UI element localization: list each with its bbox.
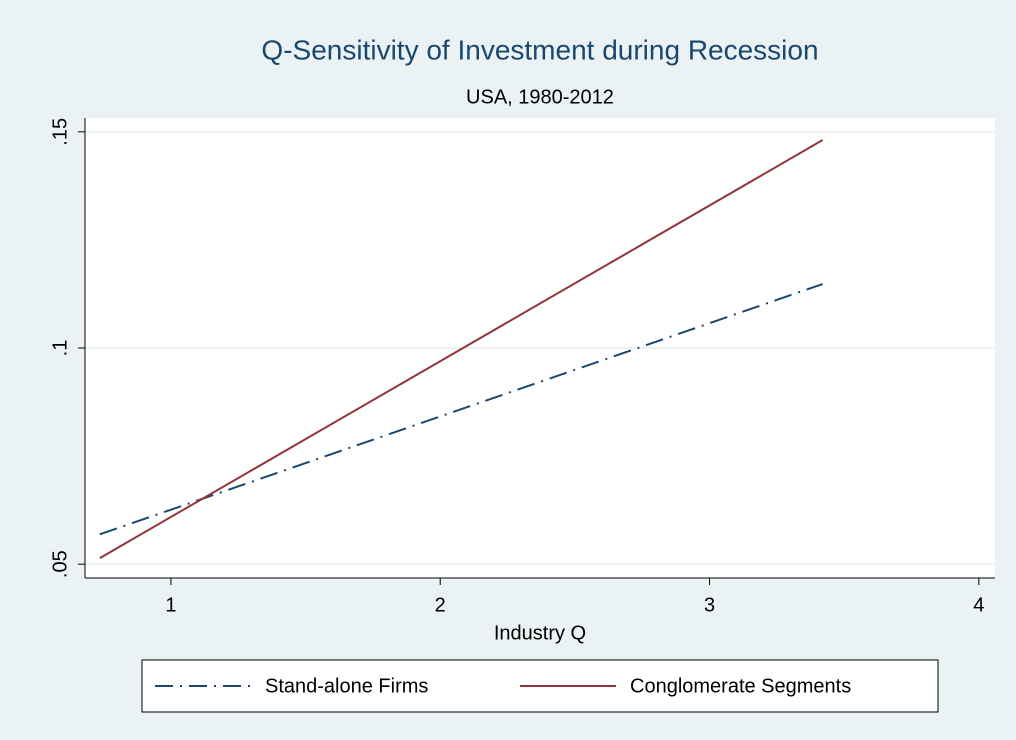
series-line: [99, 139, 824, 559]
legend-label: Stand-alone Firms: [265, 675, 428, 697]
x-tick-label: 4: [973, 594, 984, 616]
chart-subtitle: USA, 1980-2012: [466, 86, 614, 108]
x-tick-label: 1: [165, 594, 176, 616]
series-line: [99, 283, 823, 536]
y-tick-label: .15: [49, 118, 71, 146]
x-tick-label: 2: [435, 594, 446, 616]
x-tick-label: 3: [704, 594, 715, 616]
y-tick-label: .05: [49, 550, 71, 578]
chart-title: Q-Sensitivity of Investment during Reces…: [261, 34, 818, 65]
legend: [141, 659, 939, 713]
x-axis-label: Industry Q: [494, 622, 586, 644]
legend-label: Conglomerate Segments: [630, 675, 851, 697]
y-tick-label: .1: [49, 340, 71, 357]
